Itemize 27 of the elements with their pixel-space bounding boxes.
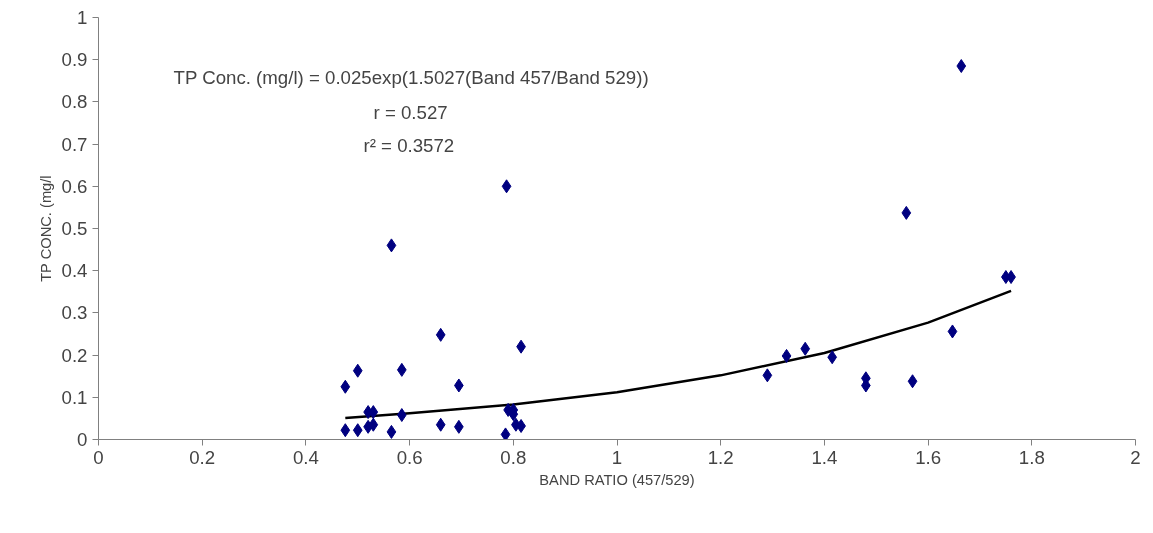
annotation: r = 0.527: [373, 102, 448, 123]
annotation: r² = 0.3572: [363, 135, 455, 156]
y-tick-label: 0.1: [61, 386, 88, 408]
y-tick-label: 0.2: [61, 344, 88, 366]
x-tick-label: 0.2: [189, 446, 216, 468]
x-tick-label: 1.2: [707, 446, 734, 468]
y-tick-label: 0.7: [61, 133, 88, 155]
y-tick-label: 0.6: [61, 175, 88, 197]
x-tick-label: 2: [1130, 446, 1141, 468]
x-tick-label: 0: [93, 446, 104, 468]
x-tick-label: 0.8: [500, 446, 527, 468]
x-axis-title: BAND RATIO (457/529): [539, 471, 695, 488]
x-tick-label: 0.4: [292, 446, 319, 468]
x-tick-label: 1: [611, 446, 623, 468]
y-tick-label: 1: [77, 7, 88, 28]
y-tick-label: 0.4: [61, 260, 88, 282]
y-tick-label: 0.9: [61, 49, 88, 71]
x-tick-label: 1.6: [915, 446, 942, 468]
y-tick-label: 0.5: [61, 218, 88, 239]
x-tick-label: 1.4: [811, 446, 838, 468]
y-tick-label: 0.8: [61, 91, 88, 113]
x-tick-label: 1.8: [1018, 446, 1045, 468]
annotation: TP Conc. (mg/l) = 0.025exp(1.5027(Band 457/Band 529)): [173, 67, 649, 88]
y-tick-label: 0: [77, 429, 88, 450]
y-tick-label: 0.3: [61, 302, 88, 324]
y-axis-title: TP CONC. (mg/l: [37, 175, 54, 282]
x-tick-label: 0.6: [396, 446, 423, 468]
